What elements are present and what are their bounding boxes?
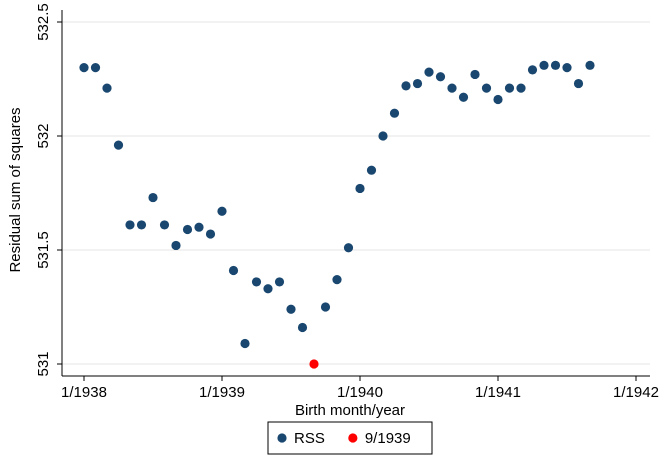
x-tick-label: 1/1938 [61,384,107,401]
point [320,302,331,312]
point [171,240,181,251]
point [470,69,480,80]
point [286,304,296,314]
point [309,359,319,369]
point [297,322,308,333]
point [125,220,135,230]
point [458,92,469,102]
point [424,67,434,77]
point [102,83,112,93]
x-tick-label: 1/1942 [613,384,659,401]
point [274,277,285,287]
point [228,265,239,276]
point [148,192,158,203]
point [355,183,365,194]
y-tick-label: 531 [35,351,52,376]
point [79,63,89,73]
point [332,275,342,285]
point [562,63,572,73]
point [240,338,250,349]
point [389,108,400,118]
point [401,81,411,91]
legend-marker [348,433,358,443]
x-axis-title: Birth month/year [295,402,405,419]
point [493,94,503,105]
y-tick-label: 531.5 [35,231,52,269]
point [539,60,549,70]
point [573,78,584,89]
point [366,165,377,175]
point [343,243,354,253]
x-tick-label: 1/1940 [337,384,383,401]
point [194,222,204,232]
point [113,140,124,150]
point [527,65,538,75]
x-tick-label: 1/1939 [199,384,245,401]
point [378,131,388,141]
point [481,83,492,93]
point [585,60,595,70]
legend-label: RSS [294,430,325,447]
point [516,83,526,93]
point [412,78,423,89]
legend-label: 9/1939 [365,430,411,447]
point [136,220,147,230]
point [550,60,561,70]
point [504,83,515,93]
point [447,83,457,93]
point [205,229,216,239]
point [251,277,262,287]
point [435,72,446,82]
point [159,220,170,230]
y-axis-title: Residual sum of squares [7,107,24,272]
point [263,284,273,294]
point [182,224,193,235]
legend-marker [277,433,287,443]
point [217,206,227,216]
point [90,63,101,73]
y-tick-label: 532 [35,123,52,148]
x-tick-label: 1/1941 [475,384,521,401]
y-tick-label: 532.5 [35,3,52,41]
